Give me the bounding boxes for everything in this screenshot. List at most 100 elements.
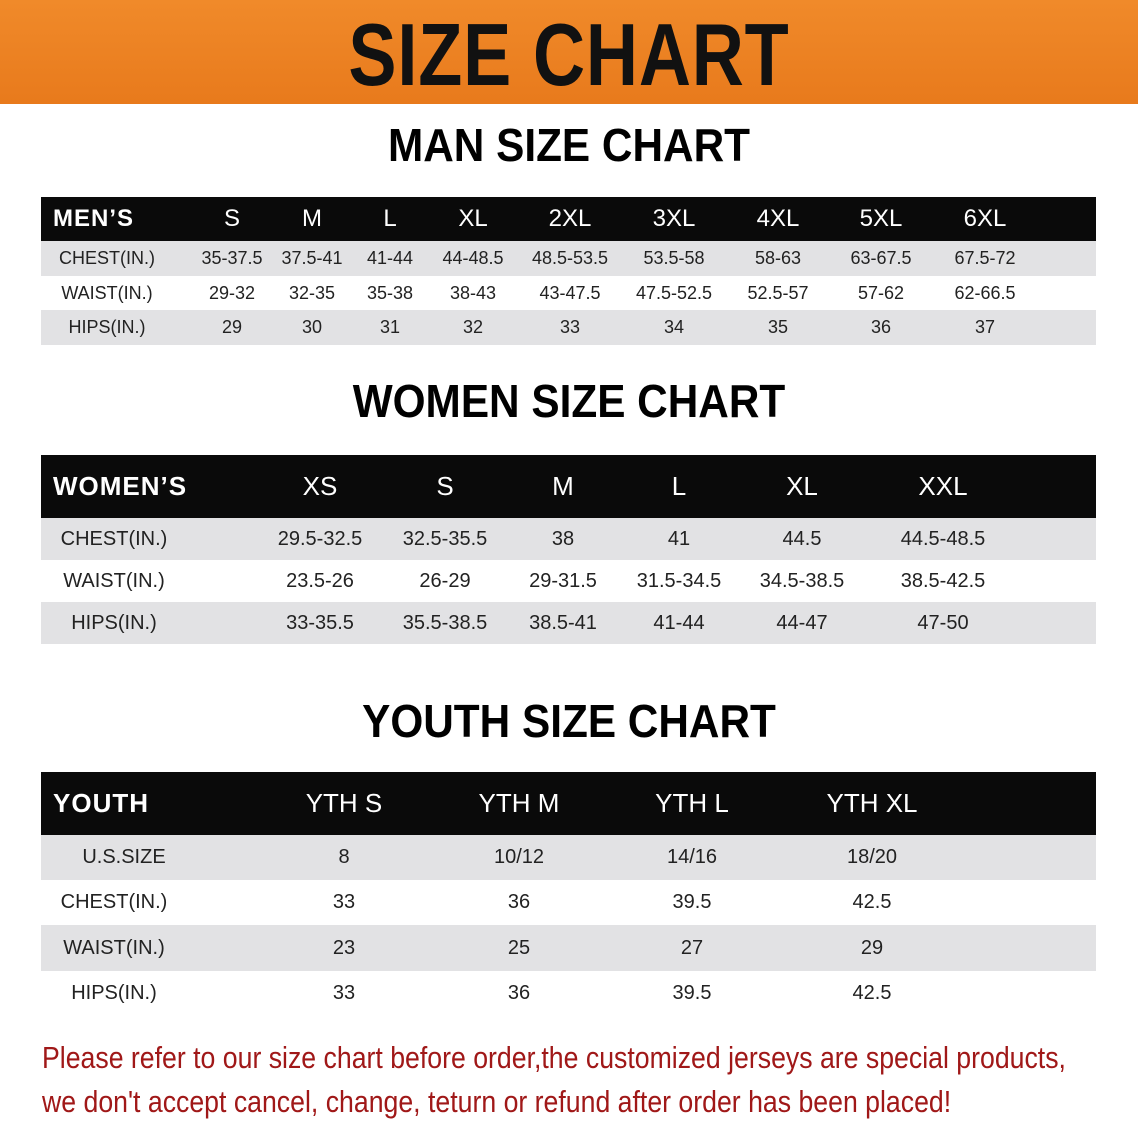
measurement-cell: 43-47.5: [539, 282, 601, 303]
measurement-cell: 41-44: [653, 611, 705, 634]
measurement-cell: 44-47: [776, 611, 828, 634]
women-size-s: S: [436, 471, 454, 501]
row-label: CHEST(IN.): [59, 248, 155, 268]
men-size-4xl: 4XL: [756, 205, 800, 232]
measurement-cell: 62-66.5: [954, 282, 1016, 303]
measurement-cell: 42.5: [852, 891, 892, 913]
row-label: CHEST(IN.): [60, 527, 168, 550]
measurement-cell: 38.5-42.5: [900, 569, 986, 592]
row-label: CHEST(IN.): [60, 891, 168, 913]
measurement-cell: 32: [462, 317, 484, 337]
measurement-cell: 36: [507, 891, 531, 913]
women-size-table: WOMEN’S XS S M L XL XXL CHEST(IN.) 29.5-32.5 32.5…: [41, 455, 1096, 644]
women-size-l: L: [671, 471, 687, 501]
measurement-cell: 29: [221, 317, 243, 337]
measurement-cell: 42.5: [852, 982, 892, 1004]
measurement-cell: 29-32: [208, 282, 256, 303]
measurement-cell: 8: [338, 846, 350, 868]
men-size-l: L: [383, 205, 397, 232]
measurement-cell: 33: [332, 982, 356, 1004]
women-size-xxl: XXL: [918, 471, 968, 501]
men-row-hipsin: HIPS(IN.) 29 30 31 32 33 34 35 36 37: [41, 310, 1096, 345]
youth-row-waistin: WAIST(IN.) 23 25 27 29: [41, 925, 1096, 971]
women-row-chestin: CHEST(IN.) 29.5-32.5 32.5-35.5 38 41 44.5 44.5…: [41, 518, 1096, 560]
youth-section-title: YOUTH SIZE CHART: [362, 695, 776, 747]
measurement-cell: 44-48.5: [442, 248, 504, 268]
women-row-waistin: WAIST(IN.) 23.5-26 26-29 29-31.5 31.5-34.5 34…: [41, 560, 1096, 602]
measurement-cell: 41-44: [366, 248, 414, 268]
measurement-cell: 52.5-57: [747, 282, 809, 303]
measurement-cell: 29-31.5: [529, 569, 597, 592]
measurement-cell: 33: [332, 891, 356, 913]
measurement-cell: 67.5-72: [954, 248, 1016, 268]
measurement-cell: 63-67.5: [850, 248, 912, 268]
row-label: HIPS(IN.): [71, 982, 157, 1004]
measurement-cell: 23: [332, 936, 356, 959]
measurement-cell: 10/12: [493, 846, 545, 868]
measurement-cell: 34.5-38.5: [759, 569, 845, 592]
measurement-cell: 14/16: [666, 846, 718, 868]
youth-size-yth-s: YTH S: [305, 788, 383, 818]
measurement-cell: 58-63: [754, 248, 802, 268]
women-row-hipsin: HIPS(IN.) 33-35.5 35.5-38.5 38.5-41 41-44 44-…: [41, 602, 1096, 644]
row-label: WAIST(IN.): [61, 282, 153, 303]
measurement-cell: 33-35.5: [286, 611, 354, 634]
women-size-m: M: [552, 471, 574, 501]
measurement-cell: 37: [974, 317, 996, 337]
measurement-cell: 25: [507, 936, 531, 959]
banner-title: SIZE CHART: [348, 5, 790, 104]
measurement-cell: 47-50: [917, 611, 969, 634]
measurement-cell: 38-43: [449, 282, 497, 303]
women-header-row: WOMEN’S XS S M L XL XXL: [41, 455, 1096, 518]
measurement-cell: 39.5: [672, 891, 712, 913]
men-size-6xl: 6XL: [963, 205, 1007, 232]
measurement-cell: 41: [667, 527, 691, 550]
measurement-cell: 29.5-32.5: [277, 527, 363, 550]
measurement-cell: 44.5: [782, 527, 822, 550]
measurement-cell: 29: [860, 936, 884, 959]
men-header-row: MEN’S S M L XL 2XL 3XL 4XL 5XL 6XL: [41, 197, 1096, 241]
measurement-cell: 38.5-41: [529, 611, 597, 634]
men-header-label: MEN’S: [53, 205, 135, 232]
men-size-3xl: 3XL: [652, 205, 696, 232]
men-size-5xl: 5XL: [859, 205, 903, 232]
measurement-cell: 35: [767, 317, 789, 337]
men-row-chestin: CHEST(IN.) 35-37.5 37.5-41 41-44 44-48.5 48.5…: [41, 241, 1096, 276]
youth-header-row: YOUTH YTH S YTH M YTH L YTH XL: [41, 772, 1096, 835]
banner: SIZE CHART: [0, 0, 1138, 104]
measurement-cell: 37.5-41: [281, 248, 343, 268]
youth-row-chestin: CHEST(IN.) 33 36 39.5 42.5: [41, 880, 1096, 925]
measurement-cell: 35.5-38.5: [402, 611, 488, 634]
order-notice: Please refer to our size chart before or…: [42, 1036, 1066, 1124]
measurement-cell: 23.5-26: [286, 569, 354, 592]
women-section-title: WOMEN SIZE CHART: [352, 375, 786, 427]
men-section-title: MAN SIZE CHART: [387, 119, 751, 171]
measurement-cell: 32-35: [288, 282, 336, 303]
youth-size-yth-xl: YTH XL: [826, 788, 918, 818]
notice-line-1: Please refer to our size chart before or…: [42, 1040, 1066, 1075]
measurement-cell: 47.5-52.5: [635, 282, 713, 303]
measurement-cell: 26-29: [419, 569, 471, 592]
women-size-xl: XL: [786, 471, 818, 501]
measurement-cell: 57-62: [857, 282, 905, 303]
women-header-label: WOMEN’S: [53, 471, 188, 501]
youth-size-yth-m: YTH M: [478, 788, 560, 818]
measurement-cell: 27: [680, 936, 704, 959]
row-label: WAIST(IN.): [63, 936, 165, 959]
men-size-2xl: 2XL: [548, 205, 592, 232]
measurement-cell: 31: [379, 317, 401, 337]
measurement-cell: 36: [507, 982, 531, 1004]
row-label: HIPS(IN.): [71, 611, 157, 634]
men-size-s: S: [223, 205, 240, 232]
measurement-cell: 34: [663, 317, 685, 337]
measurement-cell: 48.5-53.5: [531, 248, 609, 268]
measurement-cell: 36: [870, 317, 892, 337]
measurement-cell: 35-37.5: [201, 248, 263, 268]
men-size-table: MEN’S S M L XL 2XL 3XL 4XL 5XL 6XL CHEST(IN.) 35-37…: [41, 197, 1096, 345]
measurement-cell: 32.5-35.5: [402, 527, 488, 550]
measurement-cell: 31.5-34.5: [636, 569, 722, 592]
measurement-cell: 30: [301, 317, 323, 337]
measurement-cell: 53.5-58: [643, 248, 705, 268]
men-row-waistin: WAIST(IN.) 29-32 32-35 35-38 38-43 43-47.5 47.…: [41, 276, 1096, 310]
women-size-xs: XS: [302, 471, 338, 501]
